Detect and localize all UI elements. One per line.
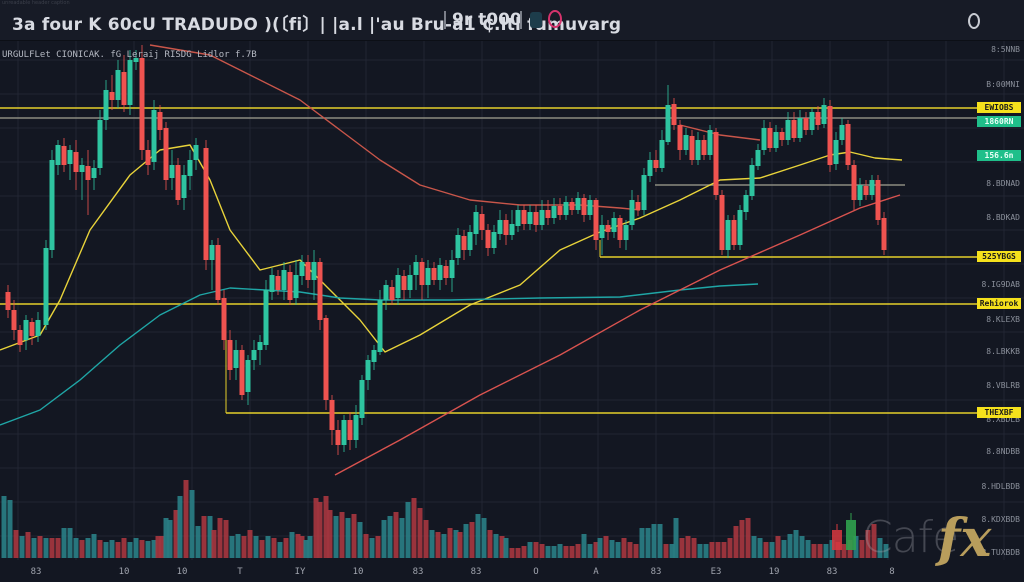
time-axis-label: O xyxy=(533,567,539,577)
price-level-tag: 156.6n xyxy=(977,150,1021,161)
toolbar-divider xyxy=(520,11,522,29)
watermark-logo: Cafe xyxy=(862,512,959,563)
price-axis-label: 8.HDLBDB xyxy=(981,482,1020,491)
time-axis-label: 19 xyxy=(768,567,780,577)
time-axis-label: 10 xyxy=(352,567,364,577)
price-axis-label: 8.BDKAD xyxy=(986,213,1020,222)
time-axis-label: E3 xyxy=(710,567,722,577)
price-axis-label: 8.KDXBDB xyxy=(981,515,1020,524)
price-level-tag: 525YBGS xyxy=(977,251,1021,262)
price-axis-label: 8.8NDBB xyxy=(986,447,1020,456)
time-axis-label: 83 xyxy=(412,567,424,577)
symbol-title[interactable]: 3a four K 60cU TRADUDO )(〔fi〕| |a.l |'au… xyxy=(12,15,622,35)
indicator-icon[interactable] xyxy=(530,12,542,28)
time-axis-label: 83 xyxy=(470,567,482,577)
price-axis-label: 8.TUXBDB xyxy=(981,548,1020,557)
price-level-tag: 1860RN xyxy=(977,116,1021,127)
price-axis-label: 8.VBLRB xyxy=(986,381,1020,390)
watermark-fx-logo: fx xyxy=(938,508,992,569)
current-price: 9r t000 xyxy=(452,10,522,30)
support-resistance-lines[interactable] xyxy=(0,107,978,414)
toolbar-divider xyxy=(444,11,446,29)
top-toolbar: unreadable header caption 3a four K 60cU… xyxy=(0,0,1024,41)
candlesticks xyxy=(5,45,887,455)
price-level-tag: EWIOBS xyxy=(977,102,1021,113)
price-chart[interactable] xyxy=(0,41,1024,582)
time-axis-label: 10 xyxy=(176,567,188,577)
alert-icon[interactable] xyxy=(548,10,562,28)
price-axis-label: B:00MNI xyxy=(986,80,1020,89)
chart-legend: URGULFLet CIONICAK. fG Leraij RISDG Lidl… xyxy=(2,50,257,60)
price-axis-label: 8.LBKKB xyxy=(986,347,1020,356)
settings-circle-icon[interactable] xyxy=(968,13,980,29)
price-axis-label: 8.BDNAD xyxy=(986,179,1020,188)
time-axis-label: 83 xyxy=(826,567,838,577)
time-axis-label: 83 xyxy=(30,567,42,577)
volume-bars xyxy=(1,480,889,558)
header-caption: unreadable header caption xyxy=(2,0,70,6)
time-axis-label: IY xyxy=(294,567,306,577)
time-axis-label: 8 xyxy=(889,567,895,577)
price-axis-label: 8:5NNB xyxy=(991,45,1020,54)
time-axis-label: T xyxy=(237,567,243,577)
time-axis-label: A xyxy=(593,567,599,577)
volume-highlight xyxy=(832,513,856,550)
price-axis-label: 8.IG9DAB xyxy=(981,280,1020,289)
price-level-tag: Rehiorok xyxy=(977,298,1021,309)
price-axis-label: 8.XBDLB xyxy=(986,415,1020,424)
price-axis-label: 8.KLEXB xyxy=(986,315,1020,324)
time-axis-label: 83 xyxy=(650,567,662,577)
time-axis-label: 10 xyxy=(118,567,130,577)
price-level-tag: THEXBF xyxy=(977,407,1021,418)
